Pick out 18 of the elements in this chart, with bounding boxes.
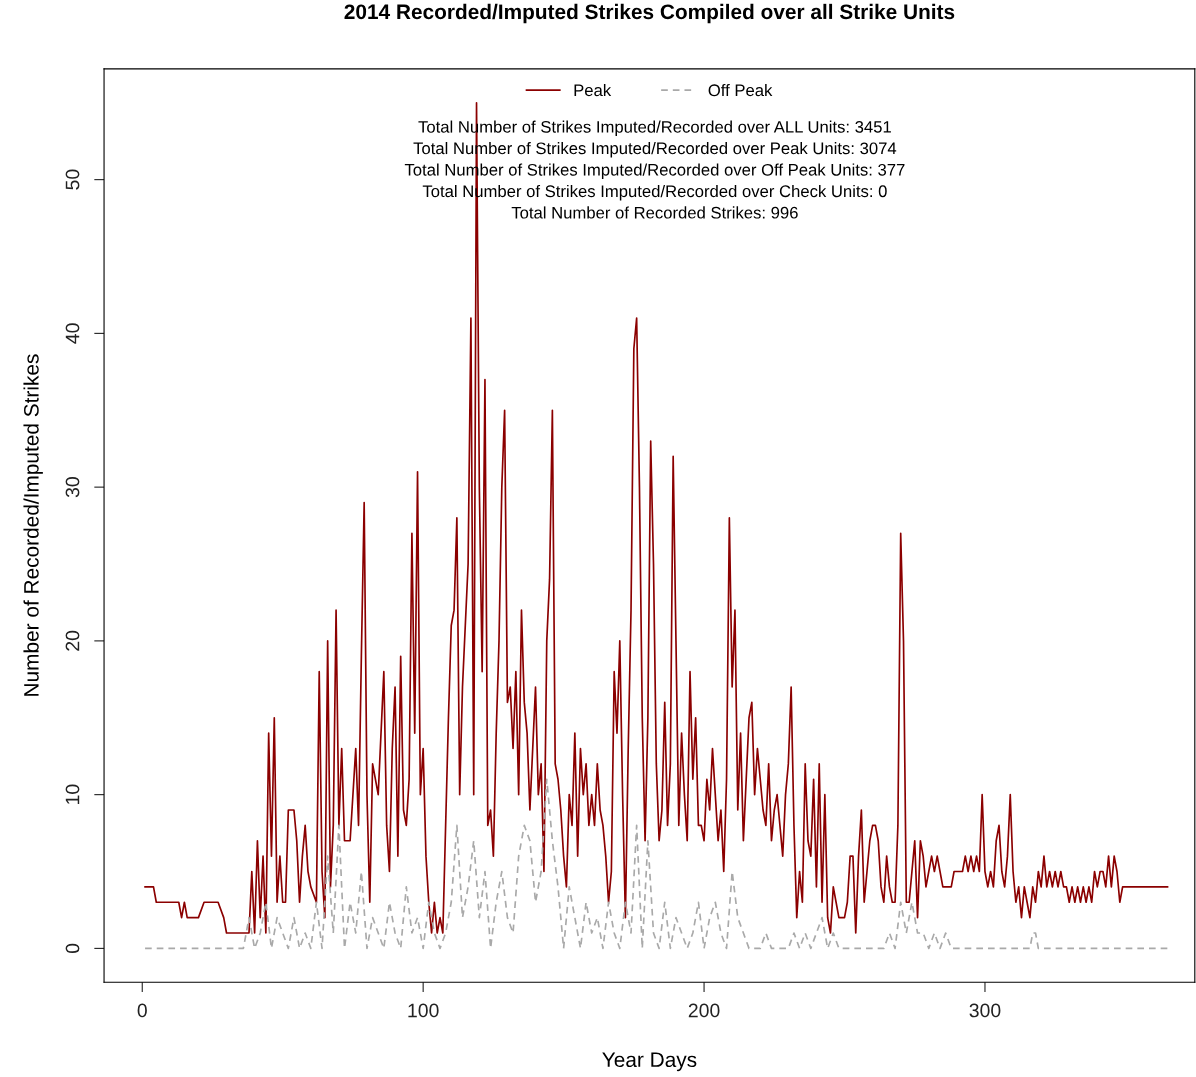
y-tick-label: 0 (65, 943, 80, 954)
y-tick-label: 30 (65, 477, 80, 498)
y-tick-label: 50 (65, 169, 80, 190)
x-tick-label: 300 (969, 1003, 1001, 1018)
x-tick-label: 100 (408, 1003, 439, 1018)
x-axis-title: Year Days (602, 1052, 697, 1072)
chart-title: 2014 Recorded/Imputed Strikes Compiled over all Strike Units (344, 3, 955, 24)
y-tick-label: 20 (65, 630, 80, 651)
y-tick-label: 10 (65, 784, 80, 804)
line-series (144, 101, 1169, 934)
x-tick-label: 0 (137, 1003, 147, 1018)
legend-label: Peak (574, 83, 612, 97)
y-tick-label: 40 (65, 323, 80, 344)
y-axis-title: Number of Recorded/Imputed Strikes (23, 354, 43, 696)
legend-label: Off Peak (708, 83, 773, 97)
annotation: Total Number of Recorded Strikes: 996 (511, 206, 798, 219)
line-series (144, 778, 1169, 950)
x-tick-label: 200 (688, 1003, 720, 1018)
